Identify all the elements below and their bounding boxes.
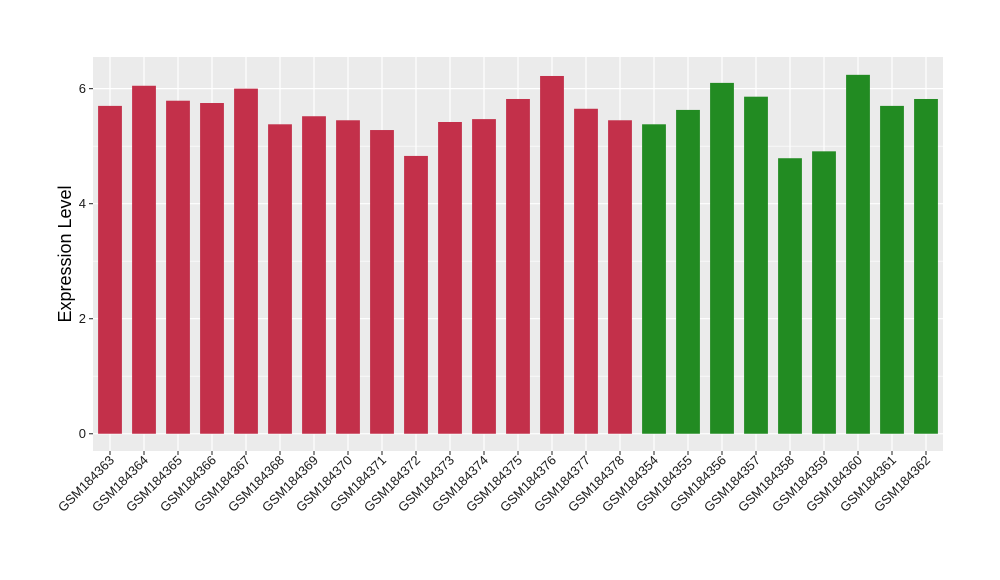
bar-GSM184369 — [302, 116, 326, 434]
bar-GSM184362 — [914, 98, 938, 434]
bar-GSM184365 — [166, 100, 190, 434]
bar-GSM184372 — [404, 155, 428, 434]
y-tick-label: 6 — [79, 81, 86, 96]
bar-GSM184354 — [642, 124, 666, 434]
bar-GSM184375 — [506, 98, 530, 434]
bar-GSM184376 — [540, 75, 564, 434]
bar-GSM184363 — [98, 105, 122, 434]
bar-GSM184364 — [132, 85, 156, 434]
y-tick-label: 2 — [79, 311, 86, 326]
bar-GSM184355 — [676, 109, 700, 434]
bars — [98, 74, 938, 434]
bar-GSM184358 — [778, 158, 802, 434]
bar-GSM184361 — [880, 105, 904, 434]
bar-GSM184366 — [200, 103, 224, 434]
bar-GSM184378 — [608, 120, 632, 434]
bar-GSM184368 — [268, 124, 292, 434]
y-axis: 0 2 4 6 — [79, 81, 93, 441]
bar-GSM184373 — [438, 121, 462, 434]
bar-GSM184359 — [812, 151, 836, 434]
bar-GSM184357 — [744, 96, 768, 434]
bar-GSM184356 — [710, 82, 734, 434]
bar-GSM184370 — [336, 120, 360, 434]
bar-GSM184367 — [234, 88, 258, 434]
y-tick-label: 0 — [79, 426, 86, 441]
bar-GSM184377 — [574, 108, 598, 434]
y-axis-title: Expression Level — [55, 185, 75, 322]
bar-GSM184360 — [846, 74, 870, 434]
x-axis: GSM184363GSM184364GSM184365GSM184366GSM1… — [55, 451, 933, 515]
bar-GSM184374 — [472, 119, 496, 434]
bar-GSM184371 — [370, 130, 394, 434]
y-tick-label: 4 — [79, 196, 86, 211]
